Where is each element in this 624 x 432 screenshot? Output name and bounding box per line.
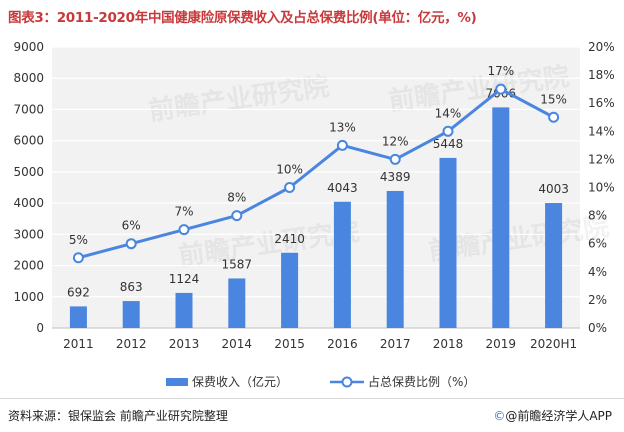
- right-tick-label: 0%: [588, 321, 607, 335]
- right-tick-label: 4%: [588, 265, 607, 279]
- line-value-label: 14%: [435, 106, 462, 120]
- line-value-label: 10%: [276, 163, 303, 177]
- line-point: [336, 139, 348, 151]
- brand-label: @前瞻经济学人APP: [505, 409, 612, 423]
- footer-divider: [0, 398, 624, 399]
- right-tick-label: 18%: [588, 68, 615, 82]
- legend-line-label: 占总保费比例（%）: [368, 375, 476, 389]
- bar-value-label: 1587: [222, 257, 253, 271]
- line-point: [231, 210, 243, 222]
- left-tick-label: 3000: [13, 227, 44, 241]
- bar: [228, 278, 246, 328]
- x-tick-label: 2015: [274, 337, 305, 351]
- brand-credit: ©@前瞻经济学人APP: [493, 407, 612, 424]
- right-tick-label: 12%: [588, 152, 615, 166]
- legend-item-line: 占总保费比例（%）: [330, 373, 475, 390]
- legend-bar-label: 保费收入（亿元）: [192, 375, 289, 389]
- bar: [122, 301, 140, 328]
- bar-value-label: 2410: [274, 232, 305, 246]
- bar-value-label: 4043: [327, 181, 358, 195]
- bar: [281, 252, 299, 328]
- bar-value-label: 1124: [169, 272, 200, 286]
- right-axis: 0% 2% 4% 6% 8% 10% 12% 14% 16% 18% 20%: [588, 40, 615, 335]
- bar-value-label: 4003: [538, 182, 569, 196]
- bar-series: [69, 107, 563, 328]
- line-value-label: 8%: [227, 191, 246, 205]
- line-point: [548, 111, 560, 123]
- bar: [175, 292, 193, 328]
- bar-value-label: 5448: [433, 137, 464, 151]
- right-tick-label: 16%: [588, 96, 615, 110]
- line-value-label: 5%: [69, 233, 88, 247]
- plot-area-background: [52, 47, 580, 328]
- right-tick-label: 10%: [588, 181, 615, 195]
- right-tick-label: 6%: [588, 237, 607, 251]
- left-axis: 0 1000 2000 3000 4000 5000 6000 7000 8000 9000: [13, 40, 44, 335]
- x-tick-label: 2020H1: [530, 337, 577, 351]
- line-value-label: 13%: [329, 120, 356, 134]
- left-tick-label: 7000: [13, 102, 44, 116]
- line-point: [284, 182, 296, 193]
- line-point: [125, 238, 137, 250]
- x-tick-label: 2019: [486, 337, 517, 351]
- left-tick-label: 0: [36, 321, 44, 335]
- line-value-label: 17%: [487, 64, 514, 78]
- x-tick-label: 2017: [380, 337, 411, 351]
- line-path: [78, 87, 555, 260]
- x-axis: 2011 2012 2013 2014 2015 2016 2017 2018 2019 2020…: [52, 327, 580, 351]
- legend-bar-swatch: [166, 377, 188, 386]
- bar: [333, 201, 351, 328]
- left-tick-label: 4000: [13, 196, 44, 210]
- x-tick-label: 2014: [222, 337, 253, 351]
- legend-item-bar: 保费收入（亿元）: [166, 373, 288, 390]
- line-value-label: 6%: [122, 219, 141, 233]
- right-tick-label: 2%: [588, 293, 607, 307]
- copyright-circle-icon: ©: [493, 409, 506, 423]
- left-tick-label: 2000: [13, 259, 44, 273]
- bar-labels: 69286311241587241040434389544870664003: [67, 86, 569, 299]
- x-tick-label: 2018: [433, 337, 464, 351]
- line-point: [72, 252, 84, 264]
- source-note: 资料来源：银保监会 前瞻产业研究院整理: [8, 409, 228, 423]
- x-tick-label: 2012: [116, 337, 147, 351]
- left-tick-label: 8000: [13, 71, 44, 85]
- bar: [386, 190, 404, 328]
- left-tick-label: 9000: [13, 40, 44, 54]
- legend: 保费收入（亿元） 占总保费比例（%）: [0, 373, 624, 391]
- line-value-label: 15%: [540, 92, 567, 106]
- line-labels: 5% 6% 7% 8% 10% 13% 12% 14% 17% 15%: [69, 64, 567, 247]
- legend-line-swatch: [330, 376, 364, 387]
- right-tick-label: 8%: [588, 209, 607, 223]
- bar: [439, 157, 457, 328]
- bar: [492, 107, 510, 328]
- line-series: [72, 83, 560, 264]
- right-tick-label: 14%: [588, 124, 615, 138]
- left-tick-label: 5000: [13, 165, 44, 179]
- line-point: [495, 83, 507, 95]
- bar: [545, 203, 563, 328]
- x-tick-label: 2011: [63, 337, 94, 351]
- line-point: [389, 153, 401, 165]
- line-value-label: 7%: [174, 205, 193, 219]
- x-tick-label: 2013: [169, 337, 200, 351]
- bar-value-label: 692: [67, 285, 90, 299]
- line-value-label: 12%: [382, 134, 409, 148]
- bar-value-label: 863: [120, 280, 143, 294]
- line-point: [442, 125, 454, 137]
- left-tick-label: 6000: [13, 134, 44, 148]
- x-tick-label: 2016: [327, 337, 358, 351]
- left-tick-label: 1000: [13, 290, 44, 304]
- right-tick-label: 20%: [588, 40, 615, 54]
- bar-value-label: 4389: [380, 170, 411, 184]
- chart-title: 图表3：2011-2020年中国健康险原保费收入及占总保费比例(单位：亿元，%): [8, 10, 477, 26]
- bar: [69, 306, 87, 328]
- line-point: [178, 224, 190, 236]
